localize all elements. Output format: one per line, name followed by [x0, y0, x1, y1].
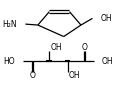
Text: OH: OH	[100, 14, 112, 23]
Text: HO: HO	[3, 57, 15, 66]
Text: O: O	[29, 71, 35, 80]
Text: H₂N: H₂N	[2, 20, 17, 29]
Text: OH: OH	[50, 43, 61, 52]
Text: O: O	[81, 43, 86, 52]
Text: OH: OH	[101, 57, 113, 66]
Text: OH: OH	[68, 71, 79, 80]
